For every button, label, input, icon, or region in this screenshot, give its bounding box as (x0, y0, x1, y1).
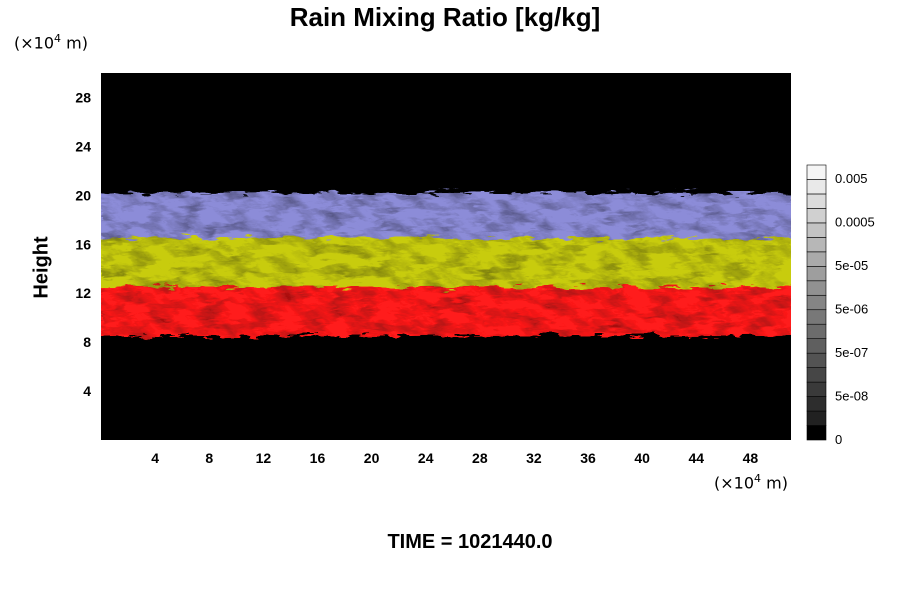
y-unit-prefix: (×10 (14, 33, 55, 53)
y-unit-suffix: m) (61, 33, 88, 53)
colorbar-swatch (806, 294, 827, 311)
colorbar: 0.005 0.0005 5e-05 5e-06 5e-07 5e-08 0 (806, 164, 875, 447)
colorbar-label: 5e-08 (835, 389, 868, 404)
colorbar-swatch (806, 396, 827, 412)
colorbar-swatch (806, 237, 827, 253)
chart-title: Rain Mixing Ratio [kg/kg] (289, 2, 601, 32)
rain-bands (101, 192, 791, 337)
colorbar-swatch (806, 338, 827, 354)
y-axis-ticks: 4 8 12 16 20 24 28 (75, 89, 91, 399)
y-tick-label: 24 (75, 138, 91, 154)
x-axis-unit: (×104 m) (714, 472, 788, 492)
colorbar-swatch (806, 222, 827, 238)
colorbar-swatch (806, 352, 827, 368)
band-shading (101, 192, 791, 337)
y-axis-unit: (×104 m) (14, 32, 88, 52)
y-unit-exponent: 4 (54, 32, 62, 45)
x-tick-label: 24 (418, 450, 434, 466)
y-tick-label: 28 (75, 89, 91, 105)
x-tick-label: 44 (689, 450, 705, 466)
x-tick-label: 8 (205, 450, 213, 466)
time-label: TIME = 1021440.0 (387, 531, 553, 553)
x-tick-label: 48 (743, 450, 759, 466)
colorbar-swatch (806, 208, 827, 224)
x-tick-label: 36 (580, 450, 596, 466)
x-tick-label: 12 (256, 450, 272, 466)
x-tick-label: 16 (310, 450, 326, 466)
y-tick-label: 20 (75, 187, 91, 203)
colorbar-label: 0 (835, 432, 842, 447)
x-tick-label: 28 (472, 450, 488, 466)
colorbar-swatch (806, 164, 827, 180)
colorbar-swatch (806, 280, 827, 296)
colorbar-label: 0.005 (835, 171, 868, 186)
x-axis-ticks: 4 8 12 16 20 24 28 32 36 40 44 48 (151, 450, 758, 466)
colorbar-swatch (806, 251, 827, 267)
colorbar-swatch (806, 309, 827, 325)
colorbar-swatch (806, 266, 827, 282)
colorbar-swatch (806, 179, 827, 195)
x-tick-label: 4 (151, 450, 159, 466)
x-tick-label: 32 (526, 450, 542, 466)
y-tick-label: 16 (75, 236, 91, 252)
y-tick-label: 4 (83, 383, 91, 399)
x-unit-prefix: (×10 (714, 473, 755, 493)
colorbar-label: 5e-05 (835, 258, 868, 273)
colorbar-label: 5e-06 (835, 302, 868, 317)
colorbar-swatch (806, 193, 827, 209)
colorbar-swatch (806, 323, 827, 339)
colorbar-swatch (806, 410, 827, 426)
x-tick-label: 20 (364, 450, 380, 466)
colorbar-swatch-zero (807, 425, 826, 440)
x-unit-suffix: m) (761, 473, 788, 493)
colorbar-label: 0.0005 (835, 215, 875, 230)
colorbar-label: 5e-07 (835, 345, 868, 360)
y-tick-label: 12 (75, 285, 91, 301)
x-unit-exponent: 4 (754, 472, 762, 485)
x-tick-label: 40 (634, 450, 650, 466)
colorbar-swatch (806, 381, 827, 397)
colorbar-swatch (806, 367, 827, 383)
y-tick-label: 8 (83, 334, 91, 350)
